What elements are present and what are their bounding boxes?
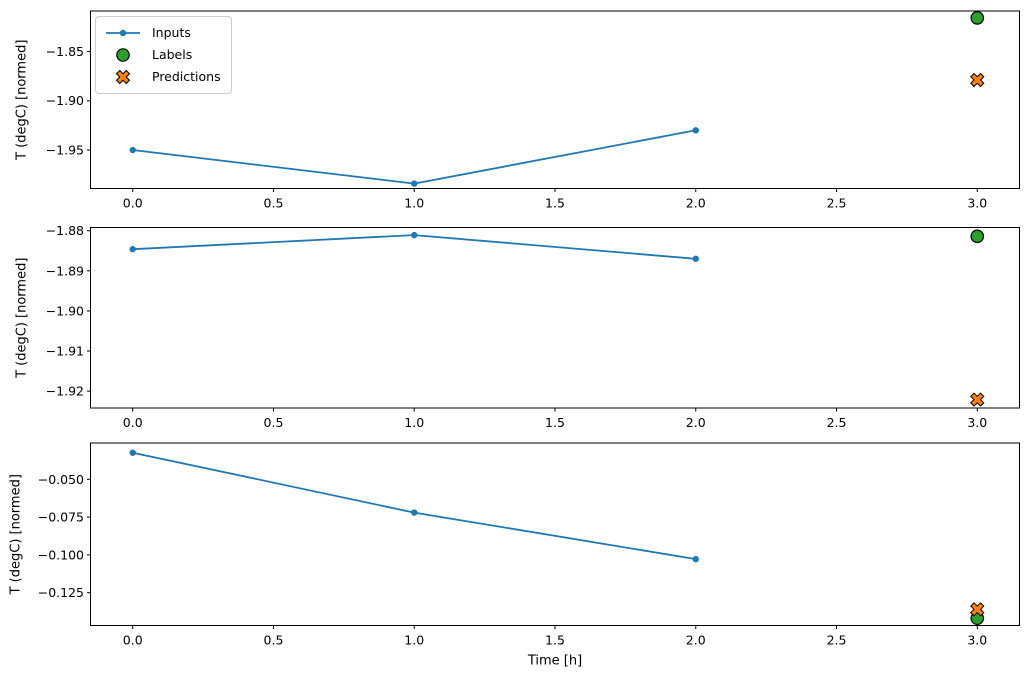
- y-tick-label: −1.85: [46, 44, 84, 59]
- legend-item-labels: Labels: [103, 44, 221, 66]
- y-axis-label: T (degC) [normed]: [9, 474, 24, 595]
- y-tick-label: −1.90: [46, 303, 84, 318]
- x-tick-label: 1.5: [545, 196, 565, 211]
- x-tick-label: 3.0: [967, 415, 987, 430]
- x-tick-label: 0.5: [264, 196, 284, 211]
- y-axis-label: T (degC) [normed]: [15, 258, 30, 379]
- inputs-line: [132, 234, 696, 260]
- x-tick-label: 1.5: [545, 415, 565, 430]
- legend-label-labels: Labels: [152, 47, 193, 62]
- y-axis-label: T (degC) [normed]: [15, 40, 30, 161]
- predictions-point: [970, 602, 985, 617]
- inputs-point: [692, 127, 699, 134]
- y-tick-label: −0.050: [38, 472, 84, 487]
- inputs-point: [692, 555, 699, 563]
- x-tick-label: 0.5: [264, 415, 284, 430]
- x-tick-label: 2.5: [827, 633, 847, 648]
- legend-item-inputs: Inputs: [103, 22, 221, 44]
- x-tick-label: 3.0: [967, 196, 987, 211]
- x-tick-label: 1.0: [404, 415, 424, 430]
- legend-item-predictions: Predictions: [103, 66, 221, 88]
- inputs-point: [692, 255, 699, 262]
- x-tick-label: 1.0: [404, 633, 424, 648]
- x-axis-label: Time [h]: [527, 654, 582, 669]
- x-tick-label: 1.5: [545, 633, 565, 648]
- inputs-point: [411, 509, 418, 516]
- x-tick-label: 1.0: [404, 196, 424, 211]
- predictions-x-icon: [115, 69, 131, 85]
- inputs-line-icon: [106, 29, 140, 37]
- predictions-point: [970, 392, 985, 407]
- y-tick-label: −1.90: [46, 93, 84, 108]
- y-tick-label: −1.95: [46, 143, 84, 158]
- subplot-2-frame: [90, 227, 1020, 409]
- inputs-point: [411, 180, 418, 187]
- legend-label-inputs: Inputs: [152, 25, 191, 40]
- labels-circle-icon: [116, 48, 130, 62]
- predictions-point: [970, 72, 985, 88]
- y-tick-label: −0.125: [38, 585, 84, 600]
- inputs-point: [129, 146, 136, 154]
- x-tick-label: 2.0: [686, 196, 706, 211]
- legend-marker-dot: [119, 29, 127, 37]
- inputs-point: [129, 449, 136, 456]
- inputs-line: [132, 129, 696, 185]
- subplot-3-frame: [90, 442, 1020, 626]
- x-tick-label: 0.0: [123, 196, 143, 211]
- legend-marker: [115, 69, 131, 85]
- x-tick-label: 3.0: [967, 633, 987, 648]
- x-tick-label: 2.0: [686, 415, 706, 430]
- y-tick-label: −1.92: [46, 384, 84, 399]
- x-tick-label: 0.5: [264, 633, 284, 648]
- inputs-point: [411, 231, 418, 239]
- y-tick-label: −0.100: [38, 547, 84, 562]
- x-tick-label: 0.0: [123, 415, 143, 430]
- x-tick-label: 2.5: [827, 415, 847, 430]
- legend: Inputs Labels Predictions: [95, 16, 232, 94]
- y-tick-label: −1.91: [46, 344, 84, 359]
- legend-label-predictions: Predictions: [152, 69, 221, 84]
- y-tick-label: −0.075: [38, 510, 84, 525]
- x-tick-label: 2.5: [827, 196, 847, 211]
- inputs-point: [129, 245, 136, 253]
- labels-point: [970, 229, 985, 244]
- x-tick-label: 2.0: [686, 633, 706, 648]
- inputs-line: [132, 451, 696, 560]
- x-tick-label: 0.0: [123, 633, 143, 648]
- legend-marker: [116, 48, 130, 62]
- labels-point: [970, 11, 985, 25]
- y-tick-label: −1.89: [46, 263, 84, 278]
- y-tick-label: −1.88: [46, 223, 84, 238]
